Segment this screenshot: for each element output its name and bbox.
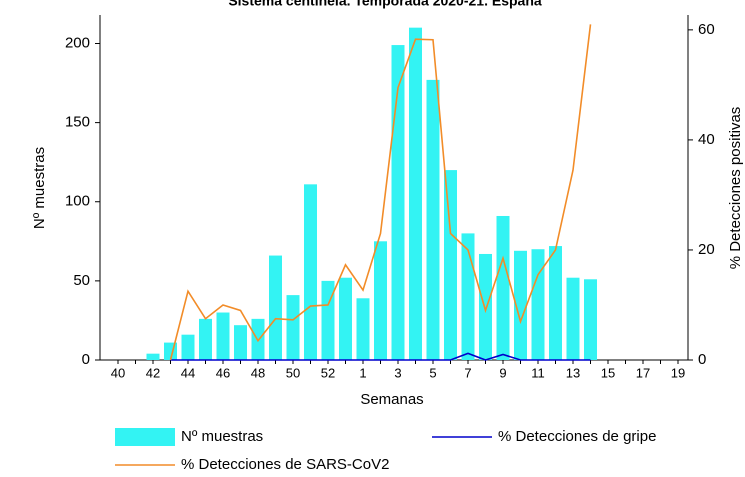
bar: [444, 170, 457, 360]
x-tick-label: 1: [359, 365, 366, 380]
x-tick-label: 40: [111, 365, 125, 380]
x-tick-label: 52: [321, 365, 335, 380]
x-tick-label: 9: [499, 365, 506, 380]
x-tick-label: 3: [394, 365, 401, 380]
bar: [496, 215, 510, 360]
bar: [461, 233, 475, 360]
x-tick-label: 15: [601, 365, 615, 380]
x-tick-label: 46: [216, 365, 230, 380]
bar: [356, 298, 370, 360]
bar: [216, 312, 230, 360]
y-tick-label: 0: [82, 351, 90, 368]
bar: [339, 277, 352, 360]
bar: [321, 280, 335, 360]
bar: [549, 246, 562, 360]
legend-label: % Detecciones de SARS-CoV2: [181, 456, 389, 473]
legend-label: % Detecciones de gripe: [498, 428, 656, 445]
line: [170, 352, 591, 361]
x-axis-label: Semanas: [360, 391, 423, 408]
bar: [181, 334, 195, 360]
bar: [374, 241, 387, 360]
x-tick-label: 5: [429, 365, 436, 380]
bar: [409, 27, 422, 360]
bar: [531, 249, 545, 360]
y-tick-label: 200: [65, 34, 90, 51]
line: [169, 24, 592, 361]
y-tick-label: 150: [65, 114, 90, 131]
bar: [391, 45, 405, 360]
y2-axis-label: % Detecciones positivas: [727, 107, 744, 270]
x-tick-label: 11: [531, 365, 545, 380]
bar: [286, 295, 300, 360]
x-tick-label: 17: [636, 365, 650, 380]
bar: [584, 279, 597, 360]
bar: [426, 79, 440, 361]
x-tick-label: 48: [251, 365, 265, 380]
x-tick-label: 50: [286, 365, 300, 380]
bar: [479, 253, 492, 360]
x-tick-label: 42: [146, 365, 160, 380]
chart-title: Sistema centinela. Temporada 2020-21. Es…: [228, 0, 542, 9]
y-tick-label: 50: [73, 272, 90, 289]
bar: [514, 250, 527, 360]
y2-tick-label: 0: [698, 351, 706, 368]
x-tick-label: 44: [181, 365, 195, 380]
y2-tick-label: 60: [698, 21, 715, 38]
y-tick-label: 100: [65, 193, 90, 210]
legend-swatch: [115, 428, 175, 446]
x-tick-label: 7: [464, 365, 471, 380]
bar: [566, 277, 580, 360]
bar: [199, 318, 212, 360]
y-axis-label: Nº muestras: [31, 147, 48, 229]
legend-label: Nº muestras: [181, 428, 263, 445]
y2-tick-label: 40: [698, 131, 715, 148]
y2-tick-label: 20: [698, 241, 715, 258]
bar: [269, 255, 282, 360]
bar: [146, 353, 160, 360]
x-tick-label: 13: [566, 365, 580, 380]
bar: [234, 325, 247, 360]
bar: [304, 184, 317, 360]
x-tick-label: 19: [671, 365, 685, 380]
